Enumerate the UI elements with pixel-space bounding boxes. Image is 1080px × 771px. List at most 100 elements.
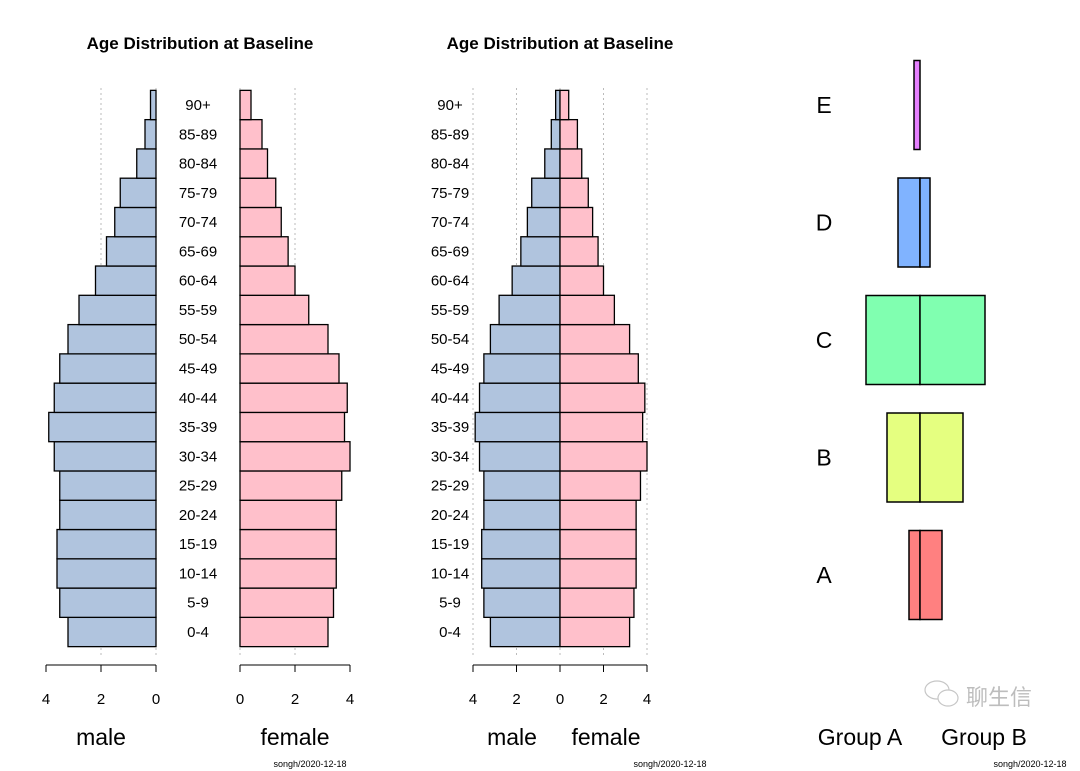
tick-label: 0 bbox=[236, 691, 244, 708]
category-label: 40-44 bbox=[179, 390, 217, 407]
category-label: A bbox=[816, 562, 832, 588]
bar-male-60-64 bbox=[94, 265, 157, 296]
pyramid-chart-1: Age Distribution at Baseline 0-4 5-9 10-14… bbox=[42, 34, 354, 769]
bar-female-70-74 bbox=[559, 206, 594, 238]
bar-female-45-49 bbox=[559, 353, 639, 384]
category-label: C bbox=[816, 327, 833, 353]
category-label: 35-39 bbox=[431, 419, 469, 436]
category-label: 45-49 bbox=[431, 361, 469, 378]
bar-female-45-49 bbox=[239, 353, 340, 384]
date-stamp: songh/2020-12-18 bbox=[273, 759, 346, 769]
bar-female-85-89 bbox=[239, 118, 263, 150]
category-label: 85-89 bbox=[179, 126, 217, 143]
bar-male-65-69 bbox=[105, 236, 157, 267]
category-label: 75-79 bbox=[179, 185, 217, 202]
tick-label: 0 bbox=[152, 691, 160, 708]
bar-male-15-19 bbox=[481, 528, 561, 560]
bar-female-5-9 bbox=[239, 587, 335, 619]
bar-female-80-84 bbox=[239, 148, 269, 179]
category-label: 80-84 bbox=[179, 156, 217, 173]
bar-male-65-69 bbox=[520, 236, 561, 267]
category-label: 10-14 bbox=[431, 565, 469, 582]
bar-female-55-59 bbox=[239, 294, 310, 326]
tick-label: 4 bbox=[346, 691, 354, 708]
bar-female-55-59 bbox=[559, 294, 616, 326]
bar-female-40-44 bbox=[239, 382, 348, 414]
group-pyramid-chart: A B C D E Group A Group B songh/2020-12-18 bbox=[816, 59, 1067, 769]
pyramid-chart-2: Age Distribution at Baseline 0-4 5-9 10-14… bbox=[431, 34, 707, 769]
bar-male-20-24 bbox=[483, 499, 561, 531]
bar-male-35-39 bbox=[48, 411, 157, 443]
bar-male-0-4 bbox=[67, 616, 157, 648]
bar-female-35-39 bbox=[559, 411, 644, 443]
bar-male-20-24 bbox=[59, 499, 157, 531]
series-label-group-a: Group A bbox=[818, 724, 903, 750]
tick-label: 2 bbox=[97, 691, 105, 708]
bar-male-15-19 bbox=[56, 528, 157, 560]
bar-male-75-79 bbox=[119, 177, 157, 209]
category-label: 60-64 bbox=[179, 273, 217, 290]
category-label: 25-29 bbox=[179, 478, 217, 495]
bar-female-65-69 bbox=[559, 236, 599, 267]
bar-female-85-89 bbox=[559, 118, 579, 150]
bar-female-90+ bbox=[239, 89, 252, 121]
bar-male-25-29 bbox=[483, 470, 561, 501]
category-label: E bbox=[816, 92, 831, 118]
category-label: B bbox=[816, 445, 831, 471]
series-label-male: male bbox=[76, 724, 126, 750]
bar-male-90+ bbox=[149, 89, 157, 121]
bar-male-55-59 bbox=[78, 294, 157, 326]
bar-female-5-9 bbox=[559, 587, 635, 619]
tick-label: 4 bbox=[643, 691, 651, 708]
series-label-female: female bbox=[260, 724, 329, 750]
category-label: 85-89 bbox=[431, 126, 469, 143]
bar-male-85-89 bbox=[550, 118, 561, 150]
bar-female-90+ bbox=[559, 89, 570, 121]
bar-groupB-D bbox=[919, 177, 931, 268]
category-label: 70-74 bbox=[431, 214, 469, 231]
category-label: 5-9 bbox=[187, 595, 209, 612]
category-label: 50-54 bbox=[179, 331, 217, 348]
category-label: 40-44 bbox=[431, 390, 469, 407]
bar-female-80-84 bbox=[559, 148, 583, 179]
bar-male-25-29 bbox=[59, 470, 157, 501]
category-label: 90+ bbox=[437, 97, 463, 114]
bar-male-80-84 bbox=[544, 148, 561, 179]
bar-male-40-44 bbox=[478, 382, 561, 414]
wechat-icon bbox=[924, 680, 959, 707]
category-label: 10-14 bbox=[179, 565, 217, 582]
bar-female-60-64 bbox=[559, 265, 605, 296]
category-label: 25-29 bbox=[431, 478, 469, 495]
bar-male-5-9 bbox=[483, 587, 561, 619]
category-label: 80-84 bbox=[431, 156, 469, 173]
tick-label: 0 bbox=[556, 691, 564, 708]
category-label: 35-39 bbox=[179, 419, 217, 436]
series-label-male: male bbox=[487, 724, 537, 750]
bar-male-60-64 bbox=[511, 265, 561, 296]
bar-male-30-34 bbox=[478, 441, 561, 472]
bar-groupA-B bbox=[886, 412, 921, 503]
bar-male-0-4 bbox=[489, 616, 561, 648]
bar-male-70-74 bbox=[114, 206, 157, 238]
bar-male-75-79 bbox=[531, 177, 561, 209]
bar-female-25-29 bbox=[559, 470, 642, 501]
category-label: 70-74 bbox=[179, 214, 217, 231]
bar-female-20-24 bbox=[559, 499, 637, 531]
date-stamp: songh/2020-12-18 bbox=[633, 759, 706, 769]
bar-male-45-49 bbox=[483, 353, 561, 384]
chart-title: Age Distribution at Baseline bbox=[87, 34, 314, 53]
tick-label: 2 bbox=[512, 691, 520, 708]
tick-label: 4 bbox=[469, 691, 477, 708]
category-label: 20-24 bbox=[179, 507, 217, 524]
category-label: 60-64 bbox=[431, 273, 469, 290]
watermark-text: 聊生信 bbox=[966, 685, 1032, 710]
chart-title: Age Distribution at Baseline bbox=[447, 34, 674, 53]
bar-female-30-34 bbox=[239, 441, 351, 472]
bar-female-25-29 bbox=[239, 470, 343, 501]
bar-female-30-34 bbox=[559, 441, 648, 472]
bar-male-70-74 bbox=[526, 206, 561, 238]
category-label: D bbox=[816, 210, 833, 236]
bar-female-0-4 bbox=[239, 616, 329, 648]
series-label-group-b: Group B bbox=[941, 724, 1027, 750]
